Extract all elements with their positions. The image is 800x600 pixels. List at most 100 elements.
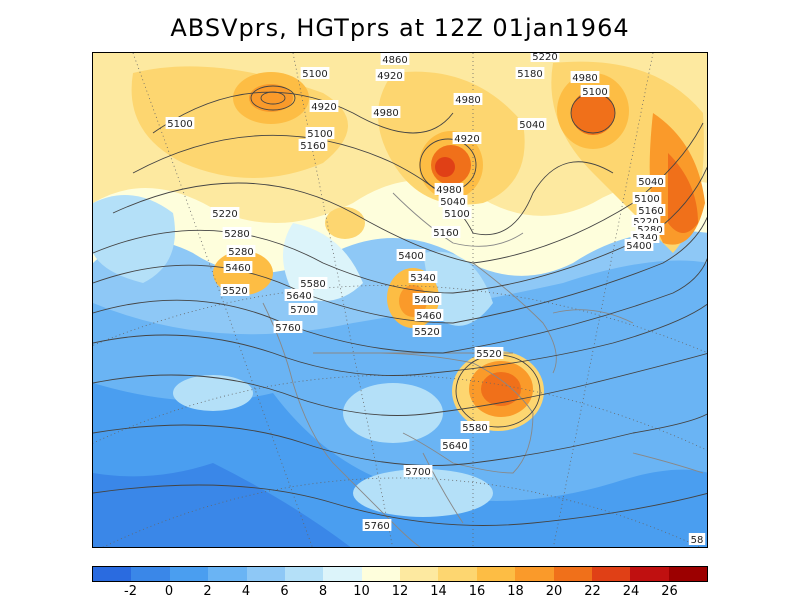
contour-label-bg [165, 117, 195, 129]
colorbar-segment [553, 567, 592, 581]
contour-label: 58 [691, 535, 704, 546]
contour-label: 5220 [212, 209, 237, 220]
colorbar-tick-label: 20 [545, 584, 563, 599]
contour-label-bg [362, 519, 392, 531]
contour-label: 5100 [444, 209, 469, 220]
contour-label: 4920 [311, 102, 336, 113]
colorbar-tick-label: -2 [124, 584, 137, 599]
colorbar-tick-label: 12 [391, 584, 409, 599]
contour-label: 5460 [416, 311, 441, 322]
contour-label-bg [298, 139, 328, 151]
contour-label-bg [442, 207, 472, 219]
contour-label-bg [222, 227, 252, 239]
map-title: ABSVprs, HGTprs at 12Z 01jan1964 [170, 14, 630, 42]
contour-label: 5100 [302, 69, 327, 80]
colorbar-tick-label: 2 [203, 584, 212, 599]
contour-label: 5760 [364, 521, 389, 532]
contour-label-bg [636, 175, 666, 187]
contour-label-bg [380, 53, 410, 65]
contour-label-bg [226, 245, 256, 257]
contour-label: 4860 [382, 55, 407, 66]
contour-label-bg [515, 67, 545, 79]
contour-label-bg [570, 71, 600, 83]
colorbar-segment [476, 567, 516, 581]
colorbar-tick-label: 8 [318, 584, 328, 599]
contour-label-bg [371, 106, 401, 118]
contour-label: 5520 [414, 327, 439, 338]
contour-label-bg [220, 284, 250, 296]
colorbar-tick-label: 6 [280, 584, 289, 599]
contour-label: 4980 [373, 108, 398, 119]
contour-label-bg [412, 325, 442, 337]
colorbar-tick-label: 4 [241, 584, 251, 599]
contour-label-bg [688, 533, 706, 545]
contour-label: 5100 [167, 119, 192, 130]
contour-label-bg [403, 465, 433, 477]
contour-label: 5100 [307, 129, 332, 140]
contour-label-bg [434, 183, 464, 195]
contour-label: 5100 [582, 87, 607, 98]
colorbar-segment [591, 567, 631, 581]
contour-label: 5580 [300, 279, 325, 290]
contour-label-bg [300, 67, 330, 79]
contour-label-bg [396, 249, 426, 261]
contour-label-bg [460, 421, 490, 433]
colorbar [92, 566, 708, 582]
colorbar-tick-label: 26 [661, 584, 678, 599]
contour-label-bg [517, 118, 547, 130]
contour-label-bg [414, 309, 444, 321]
colorbar-tick-label: 24 [622, 584, 640, 599]
contour-label-bg [580, 85, 610, 97]
contour-label: 5220 [633, 217, 658, 228]
contour-label: 5160 [300, 141, 325, 152]
colorbar-tick-label: 22 [584, 584, 601, 599]
colorbar-segment [93, 567, 132, 581]
contour-label-bg [632, 192, 662, 204]
colorbar-tick-label: 10 [353, 584, 370, 599]
contour-label: 5180 [517, 69, 542, 80]
contour-label: 5460 [225, 263, 250, 274]
contour-labels: 5100 4860 4920 5220 5180 4980 5100 4920 5100 4980… [165, 53, 706, 546]
contour-label-bg [412, 293, 442, 305]
contour-label: 4920 [454, 134, 479, 145]
colorbar-segment [438, 567, 477, 581]
colorbar-segment [284, 567, 324, 581]
contour-label-bg [453, 93, 483, 105]
contour-label: 5100 [634, 194, 659, 205]
colorbar-segment [400, 567, 439, 581]
contour-label-bg [440, 439, 470, 451]
contour-label-bg [375, 69, 405, 81]
contour-label-bg [452, 132, 482, 144]
contour-label: 5640 [286, 291, 311, 302]
contour-label: 5040 [440, 197, 465, 208]
contour-label-bg [298, 277, 328, 289]
contour-label-bg [530, 53, 560, 62]
contour-label: 5160 [433, 228, 458, 239]
contour-label: 5640 [442, 441, 467, 452]
contour-label: 4980 [572, 73, 597, 84]
contour-label-bg [474, 347, 504, 359]
contour-label: 5280 [637, 225, 662, 236]
contour-label: 5040 [519, 120, 544, 131]
contour-label: 5700 [405, 467, 430, 478]
contour-label: 5700 [290, 305, 315, 316]
colorbar-segment [630, 567, 669, 581]
map-field-svg: 5100 4860 4920 5220 5180 4980 5100 4920 5100 4980… [93, 53, 707, 547]
contour-label-bg [408, 271, 438, 283]
contour-label-bg [636, 204, 666, 216]
contour-label: 5280 [224, 229, 249, 240]
contour-label: 5220 [532, 53, 557, 63]
contour-label: 5520 [222, 286, 247, 297]
contour-label-bg [309, 100, 339, 112]
contour-label-bg [431, 226, 461, 238]
contour-label: 5340 [632, 233, 657, 244]
contour-label-bg [223, 261, 253, 273]
contour-label: 5280 [228, 247, 253, 258]
contour-label: 5160 [638, 206, 663, 217]
contour-label-bg [438, 195, 468, 207]
colorbar-segment [668, 567, 707, 581]
contour-label: 5400 [398, 251, 423, 262]
contour-label-bg [305, 127, 335, 139]
contour-label-bg [273, 321, 303, 333]
colorbar-tick-label: 14 [430, 584, 447, 599]
